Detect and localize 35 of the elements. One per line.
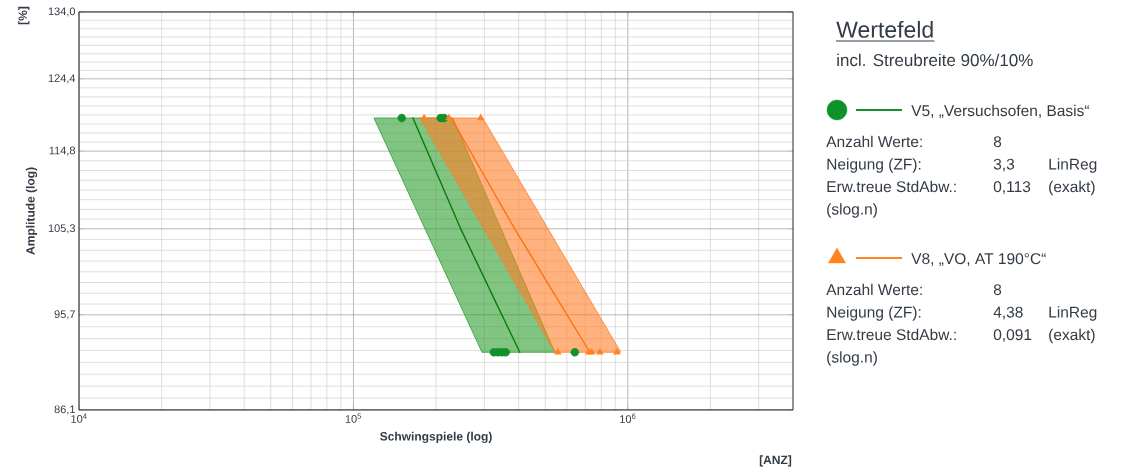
x-axis-title: Schwingspiele (log) [380, 431, 492, 444]
y-tick-label: 134,0 [48, 7, 76, 17]
text: LinReg [1049, 306, 1097, 321]
text: (exakt) [1049, 180, 1095, 196]
y-tick-label: 105,3 [48, 224, 75, 234]
text: 0,113 [993, 181, 1031, 194]
x-tick-label: 10$^{4}$ [71, 413, 87, 423]
x-tick-label: 10$^{5}$ [345, 413, 362, 423]
text: Wertefeld [836, 20, 933, 38]
text: Anzahl Werte: [826, 283, 922, 296]
text: Neigung (ZF): [827, 158, 921, 173]
text: (slog.n) [827, 203, 877, 218]
text: Erw.treue StdAbw.: [827, 180, 956, 193]
text: 8 [993, 284, 1002, 296]
text: incl. Streubreite 90%/10% [837, 53, 1033, 67]
text: 4,38 [993, 306, 1023, 320]
text: [ANZ] [759, 455, 792, 467]
text: 3,3 [993, 158, 1015, 172]
y-axis-title: Amplitude (log) [25, 167, 38, 255]
text: Erw.treue StdAbw.: [827, 328, 956, 341]
y-tick-label: 95,7 [54, 310, 75, 320]
y-tick-label: 124,4 [48, 74, 76, 84]
text: [%] [18, 6, 30, 25]
y-tick-label: 86,1 [54, 405, 75, 415]
legend-label: V5, „Versuchsofen, Basis“ [911, 104, 1089, 118]
text: 0,091 [993, 329, 1032, 342]
text: Neigung (ZF): [827, 306, 921, 321]
legend-label: V8, „VO, AT 190°C“ [911, 253, 1046, 266]
x-tick-label: 10$^{6}$ [620, 413, 636, 423]
text: LinReg [1049, 158, 1097, 173]
y-tick-label: 114,8 [49, 146, 76, 156]
text: Anzahl Werte: [826, 135, 922, 148]
text: (exakt) [1049, 328, 1095, 344]
text: 8 [993, 136, 1002, 148]
text: (slog.n) [827, 351, 877, 366]
